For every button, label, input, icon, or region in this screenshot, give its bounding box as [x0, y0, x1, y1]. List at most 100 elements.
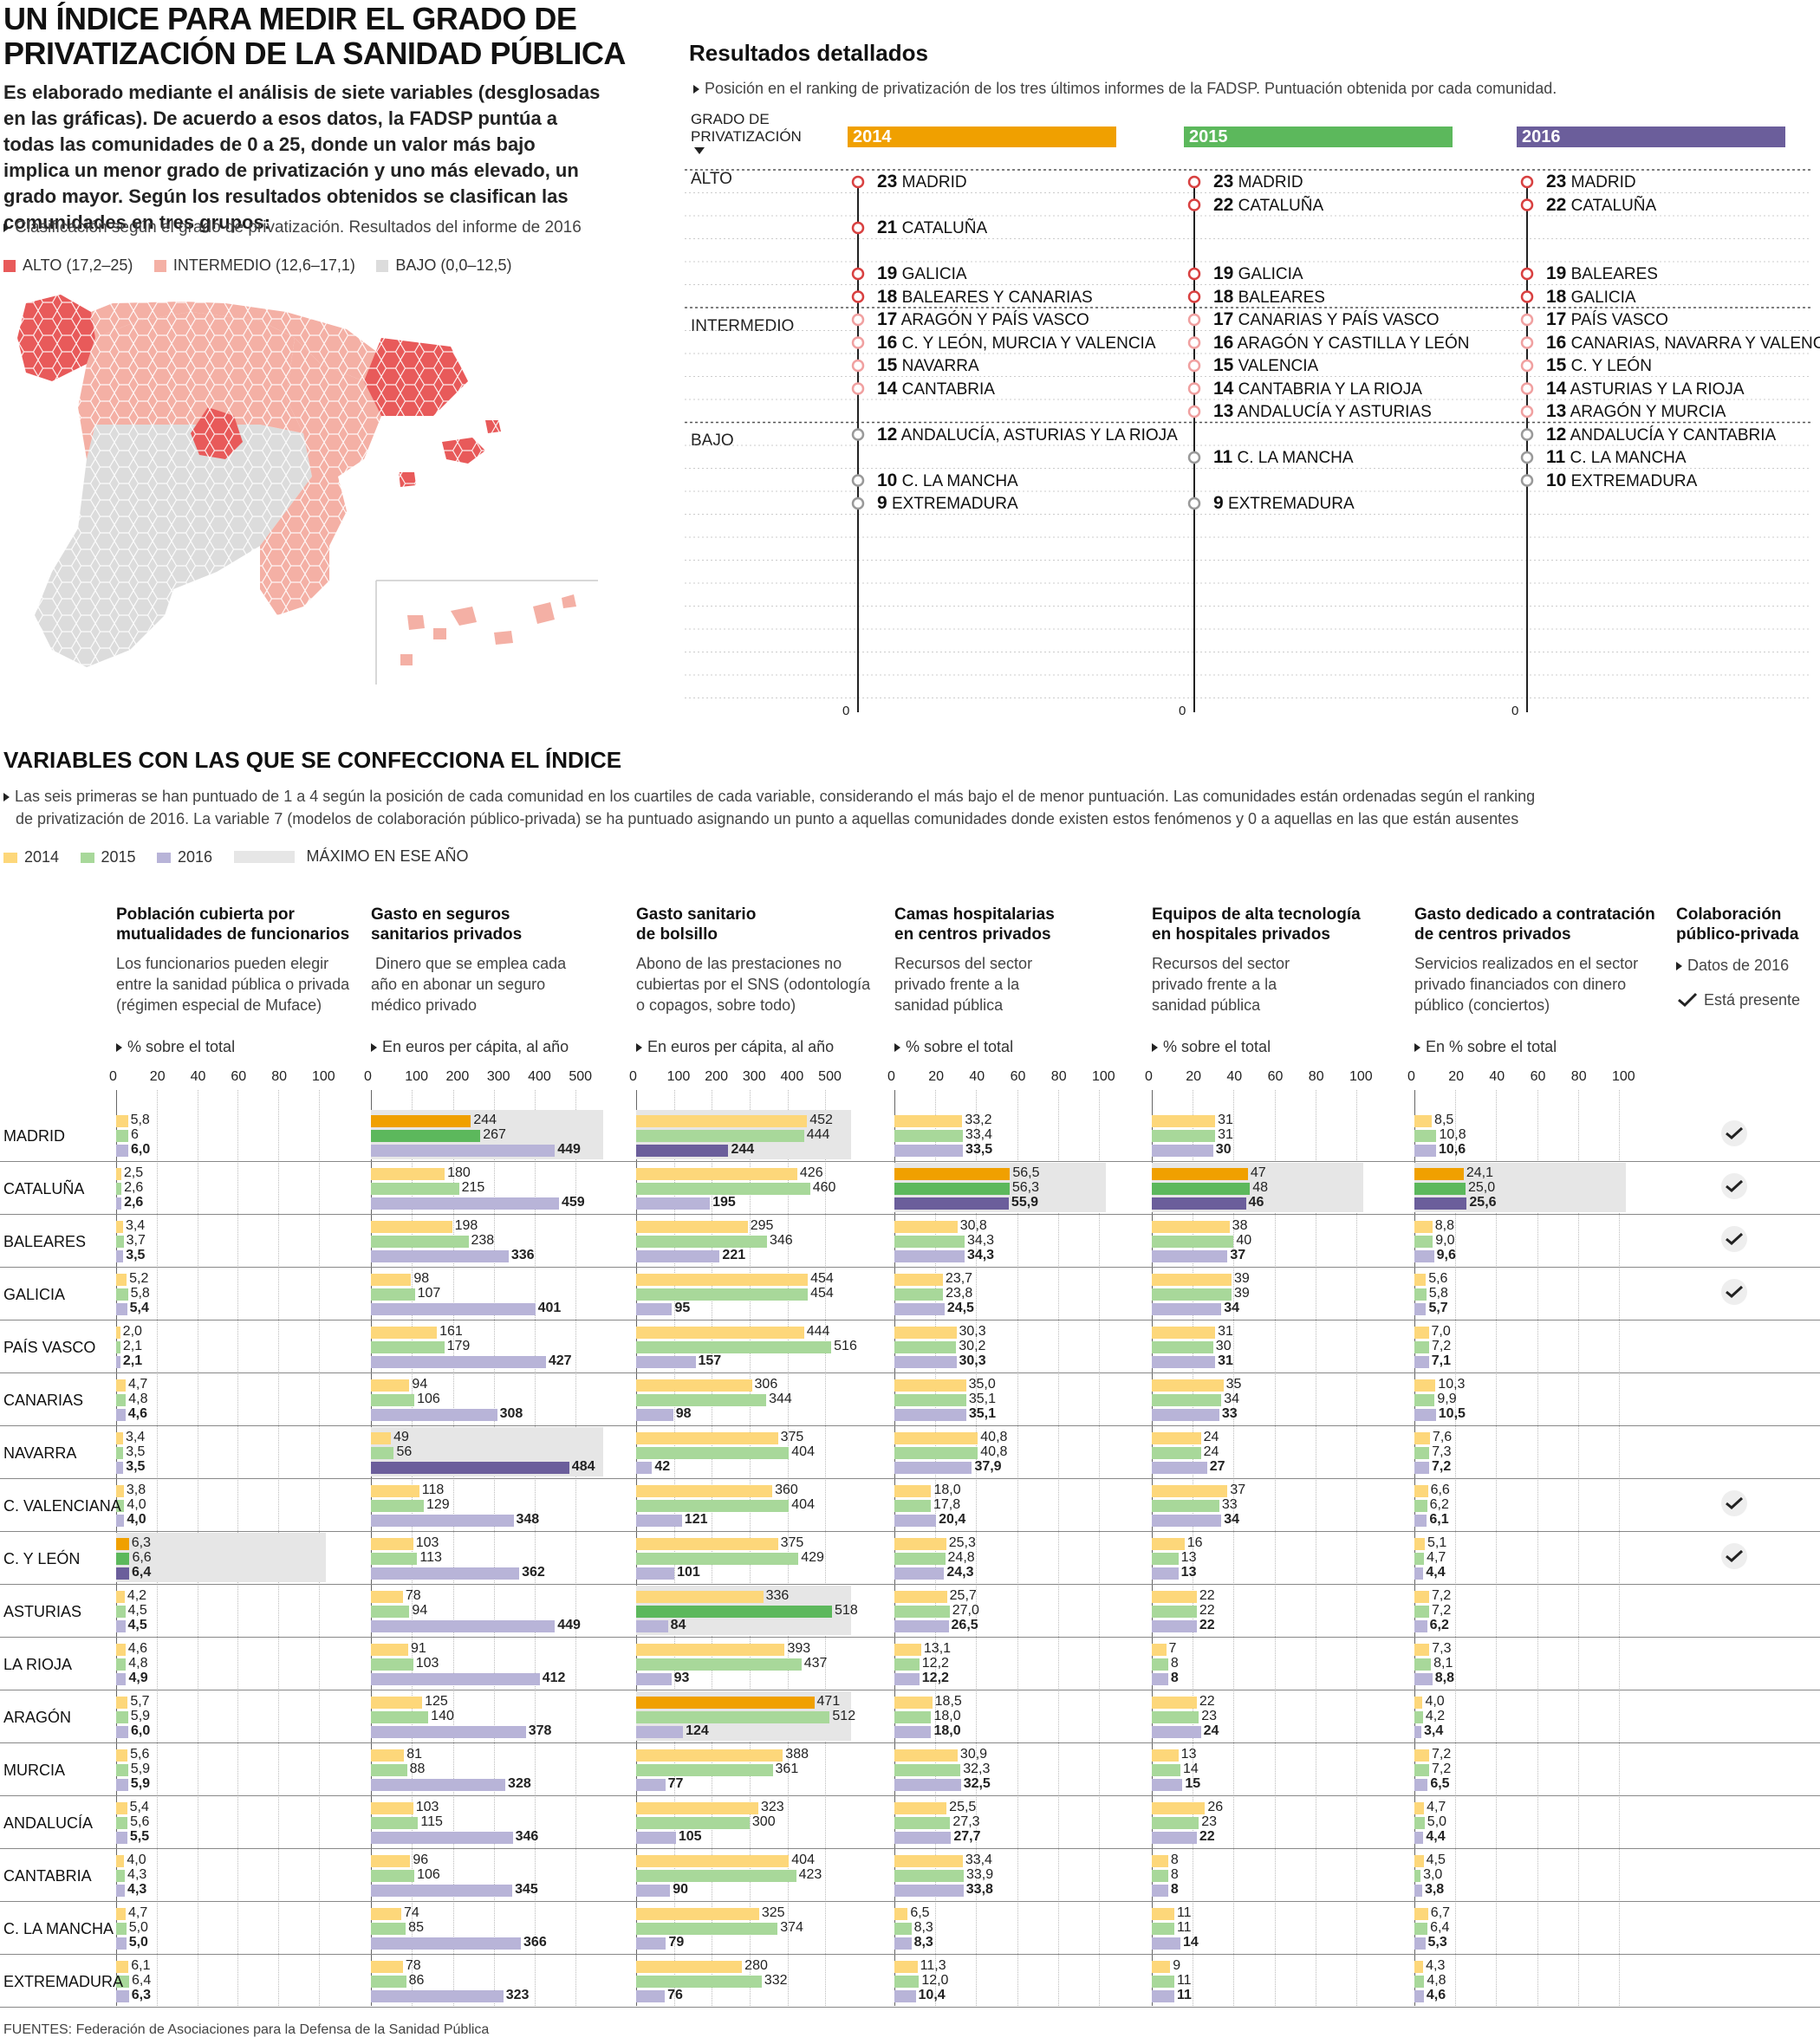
bar-value: 22: [1199, 1829, 1215, 1844]
bar-value: 24,1: [1466, 1165, 1494, 1180]
bar-2016: [1152, 1673, 1168, 1685]
bar-value: 267: [483, 1127, 506, 1142]
panel-desc-line: Recursos del sector: [1152, 955, 1290, 972]
bar-2014: [636, 1908, 759, 1920]
triangle-icon: [116, 1043, 122, 1052]
rank-name: VALENCIA: [1233, 357, 1319, 375]
bar-value: 2,6: [124, 1180, 144, 1195]
bar-2016: [636, 1303, 673, 1315]
bar-2016: [894, 1145, 964, 1157]
bar-value: 23: [1201, 1709, 1218, 1723]
bar-value: 11: [1176, 1905, 1192, 1920]
bar-value: 6,2: [1429, 1497, 1449, 1512]
rank-name: C. Y LEÓN: [1566, 357, 1652, 375]
bar-2014: [1414, 1591, 1429, 1603]
bar-value: 449: [557, 1618, 581, 1632]
row-separator: [0, 1584, 1820, 1585]
bar-2016: [1152, 1462, 1207, 1474]
bar-2015: [894, 1764, 961, 1776]
bar-value: 459: [561, 1195, 585, 1210]
row-label-14: CANTABRIA: [3, 1867, 92, 1885]
bar-value: 5,2: [129, 1271, 149, 1286]
bar-value: 10,8: [1439, 1127, 1466, 1142]
bar-2015: [636, 1764, 773, 1776]
bar-value: 2,6: [124, 1195, 144, 1210]
bar-2015: [371, 1500, 424, 1512]
bar-2015: [371, 1236, 469, 1248]
bar-value: 325: [761, 1905, 785, 1920]
bar-value: 6,7: [1430, 1905, 1451, 1920]
rank-dot: [851, 221, 865, 235]
bar-value: 4,7: [127, 1905, 148, 1920]
bar-value: 125: [425, 1694, 448, 1709]
gridline: [1577, 1090, 1579, 2006]
check-icon: [1726, 1232, 1744, 1245]
rank-dot: [1520, 428, 1534, 441]
bar-value: 427: [548, 1353, 572, 1368]
bar-2016: [1414, 1673, 1433, 1685]
rank-score: 14: [1213, 378, 1234, 399]
bar-value: 91: [411, 1641, 426, 1656]
group-bajo: BAJO: [691, 432, 734, 450]
panel-title-line-2: en hospitales privados: [1152, 925, 1330, 944]
rank-name: CANTABRIA Y LA RIOJA: [1233, 380, 1422, 399]
bar-value: 404: [791, 1853, 815, 1867]
bar-value: 40,8: [980, 1430, 1008, 1444]
bar-value: 280: [744, 1958, 768, 1973]
bar-value: 30,3: [959, 1324, 986, 1339]
bar-2016: [894, 1303, 945, 1315]
rank-name: MADRID: [1566, 173, 1636, 191]
rank-dot: [1520, 175, 1534, 189]
rank-entry: 18 GALICIA: [1546, 287, 1636, 308]
bar-value: 7,0: [1431, 1324, 1451, 1339]
bar-2015: [894, 1553, 946, 1565]
legend-2014-swatch: [3, 852, 17, 863]
bar-2014: [371, 1908, 401, 1920]
bar-2015: [1414, 1183, 1466, 1195]
bar-value: 471: [816, 1694, 841, 1709]
bar-value: 5,8: [130, 1113, 150, 1127]
bar-2015: [894, 1923, 912, 1935]
rank-score: 10: [877, 470, 898, 490]
bar-2016: [116, 1832, 127, 1844]
row-separator: [0, 1637, 1820, 1638]
rank-entry: 19 GALICIA: [877, 264, 967, 284]
rank-score: 10: [1546, 470, 1567, 490]
tick-label: 0: [1407, 1069, 1415, 1084]
panel-title-line-2: mutualidades de funcionarios: [116, 925, 350, 944]
year-bar-2015: 2015: [1184, 127, 1453, 147]
bar-value: 95: [674, 1301, 691, 1315]
bar-value: 124: [686, 1723, 709, 1738]
bar-value: 323: [760, 1800, 784, 1814]
panel-desc-line: entre la sanidad pública o privada: [116, 976, 350, 993]
bar-2016: [1414, 1567, 1424, 1580]
bar-value: 7,2: [1431, 1459, 1452, 1474]
bar-2014: [371, 1591, 403, 1603]
bar-2014: [116, 1802, 127, 1814]
rank-name: CANARIAS, NAVARRA Y VALENCIA: [1566, 334, 1820, 353]
row-label-3: GALICIA: [3, 1286, 66, 1303]
rank-score: 9: [877, 493, 887, 513]
bar-value: 8: [1170, 1853, 1179, 1867]
panel-unit-text: En % sobre el total: [1426, 1038, 1557, 1055]
bar-2015: [1152, 1870, 1168, 1882]
bar-2015: [116, 1553, 130, 1565]
bar-value: 85: [408, 1920, 424, 1935]
bar-2016: [371, 1515, 514, 1527]
rank-entry: 23 MADRID: [877, 172, 967, 192]
bar-value: 7,6: [1432, 1430, 1453, 1444]
bar-value: 429: [801, 1550, 824, 1565]
bar-2015: [1414, 1341, 1429, 1353]
bar-2016: [1414, 1409, 1436, 1421]
bar-value: 25,3: [948, 1535, 976, 1550]
bar-value: 9,9: [1437, 1392, 1457, 1406]
bar-value: 2,1: [122, 1353, 143, 1368]
bar-value: 94: [412, 1377, 428, 1392]
bar-2015: [116, 1130, 129, 1142]
bar-2016: [1152, 1832, 1197, 1844]
bar-2015: [371, 1606, 410, 1618]
colab-note: Datos de 2016: [1676, 955, 1789, 976]
panel-desc-0: Los funcionarios pueden elegir entre la s…: [116, 953, 349, 1016]
tick-label: 400: [528, 1069, 551, 1084]
bar-value: 4,0: [127, 1853, 146, 1867]
